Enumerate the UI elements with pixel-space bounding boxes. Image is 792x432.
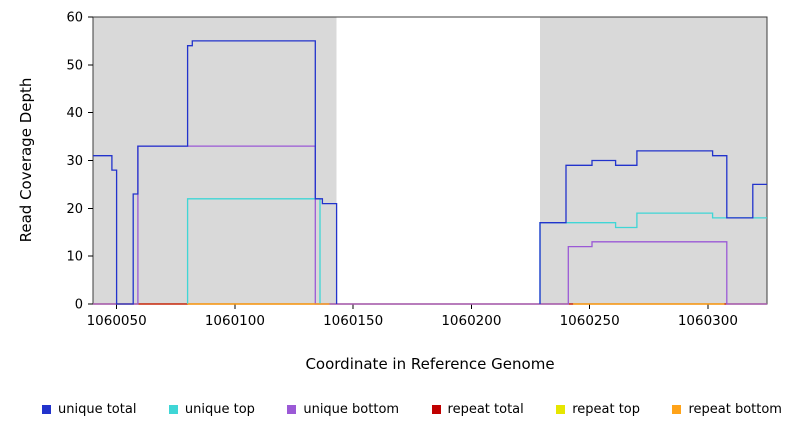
x-axis-title: Coordinate in Reference Genome	[305, 355, 555, 373]
legend-label: repeat total	[447, 401, 524, 417]
legend-swatch-icon	[42, 404, 51, 414]
legend-item-unique-top: unique top	[168, 401, 255, 417]
y-tick-label: 30	[66, 154, 83, 169]
x-tick-label: 1060100	[205, 313, 265, 329]
legend-label: repeat top	[572, 401, 640, 417]
series-unique-total	[539, 150, 767, 304]
y-tick-label: 10	[66, 250, 83, 265]
x-tick-label: 1060250	[560, 313, 620, 329]
y-axis-title: Read Coverage Depth	[17, 77, 35, 243]
legend-swatch-icon	[431, 404, 441, 414]
y-tick-label: 40	[66, 106, 83, 121]
series-unique-top	[186, 198, 321, 304]
legend-swatch-icon	[672, 404, 682, 414]
legend-item-unique-bottom: unique bottom	[287, 402, 399, 417]
y-tick-label: 50	[66, 58, 83, 73]
legend-swatch-icon	[556, 404, 566, 414]
legend-item-repeat-total: repeat total	[431, 401, 524, 417]
legend-swatch-icon	[168, 404, 178, 414]
shaded-region	[93, 17, 337, 304]
legend-label: unique bottom	[303, 401, 400, 417]
y-tick-label: 20	[66, 202, 83, 217]
legend-label: unique top	[184, 401, 255, 417]
series-unique-total	[93, 40, 338, 305]
legend-label: repeat bottom	[688, 401, 782, 417]
legend-label: unique total	[58, 401, 137, 417]
legend-item-repeat-bottom: repeat bottom	[672, 402, 782, 417]
legend-swatch-icon	[287, 404, 297, 414]
x-tick-label: 1060050	[87, 313, 147, 329]
x-tick-label: 1060300	[678, 313, 738, 329]
y-tick-label: 60	[66, 11, 83, 26]
legend-item-unique-total: unique total	[42, 402, 136, 417]
legend-item-repeat-top: repeat top	[556, 402, 640, 417]
x-tick-label: 1060200	[441, 313, 501, 329]
y-tick-label: 0	[75, 298, 83, 313]
shaded-region	[539, 17, 767, 304]
legend: unique total unique top unique bottom repea…	[42, 400, 782, 418]
x-tick-label: 1060150	[323, 313, 383, 329]
